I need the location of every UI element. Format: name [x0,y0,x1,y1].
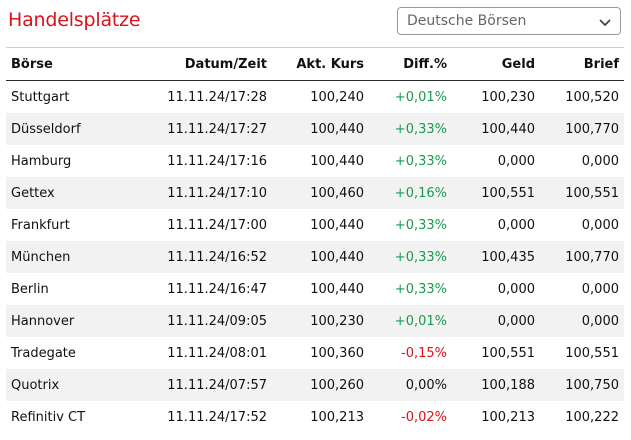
table-row[interactable]: Düsseldorf 11.11.24/17:27 100,440 +0,33% 100… [6,113,624,145]
table-row[interactable]: Hannover 11.11.24/09:05 100,230 +0,01% 0,000… [6,305,624,337]
price-cell: 100,213 [310,409,364,425]
diff-cell: +0,33% [369,241,452,273]
diff-cell: -0,02% [401,409,447,425]
price-cell: 100,440 [272,241,369,273]
datetime-cell: 11.11.24/17:27 [136,113,272,145]
ask-cell: 100,222 [565,409,619,425]
column-header-price[interactable]: Akt. Kurs [272,47,369,81]
bid-cell: 100,188 [452,369,540,401]
bid-cell: 100,435 [452,241,540,273]
table-row[interactable]: Stuttgart 11.11.24/17:28 100,240 +0,01% 100,… [6,81,624,114]
diff-cell: +0,33% [394,153,447,169]
table-row[interactable]: Refinitiv CT 11.11.24/17:52 100,213 -0,02% 1… [6,401,624,433]
table-row[interactable]: Gettex 11.11.24/17:10 100,460 +0,16% 100,551… [6,177,624,209]
diff-cell: +0,01% [369,305,452,337]
exchange-cell: Frankfurt [11,217,70,233]
exchange-cell: Tradegate [11,345,76,361]
diff-cell: +0,01% [394,89,447,105]
column-header-ask[interactable]: Brief [540,47,624,81]
bid-cell: 100,551 [481,345,535,361]
datetime-cell: 11.11.24/08:01 [167,345,267,361]
ask-cell: 100,520 [565,89,619,105]
column-header-exchange[interactable]: Börse [6,47,136,81]
table-row[interactable]: Hamburg 11.11.24/17:16 100,440 +0,33% 0,000 0… [6,145,624,177]
datetime-cell: 11.11.24/17:00 [167,217,267,233]
diff-cell: +0,33% [369,113,452,145]
price-cell: 100,440 [272,113,369,145]
datetime-cell: 11.11.24/17:10 [136,177,272,209]
datetime-cell: 11.11.24/17:16 [167,153,267,169]
ask-cell: 0,000 [540,305,624,337]
exchange-cell: Refinitiv CT [11,409,86,425]
table-header-row: Börse Datum/Zeit Akt. Kurs Diff.% Geld B… [6,47,624,81]
price-cell: 100,440 [310,217,364,233]
bid-cell: 0,000 [497,217,535,233]
bid-cell: 100,440 [452,113,540,145]
bid-cell: 0,000 [497,153,535,169]
exchange-cell: Hannover [6,305,136,337]
bid-cell: 100,551 [452,177,540,209]
ask-cell: 100,750 [540,369,624,401]
table-row[interactable]: München 11.11.24/16:52 100,440 +0,33% 100,43… [6,241,624,273]
datetime-cell: 11.11.24/16:52 [136,241,272,273]
ask-cell: 0,000 [581,153,619,169]
bid-cell: 0,000 [452,305,540,337]
exchange-cell: München [6,241,136,273]
ask-cell: 100,551 [540,177,624,209]
column-header-bid[interactable]: Geld [452,47,540,81]
table-row[interactable]: Tradegate 11.11.24/08:01 100,360 -0,15% 100,… [6,337,624,369]
diff-cell: +0,16% [369,177,452,209]
column-header-diff[interactable]: Diff.% [369,47,452,81]
datetime-cell: 11.11.24/17:52 [167,409,267,425]
datetime-cell: 11.11.24/17:28 [167,89,267,105]
exchange-cell: Berlin [11,281,49,297]
price-cell: 100,260 [272,369,369,401]
datetime-cell: 11.11.24/09:05 [136,305,272,337]
exchange-table: Börse Datum/Zeit Akt. Kurs Diff.% Geld B… [6,47,624,433]
ask-cell: 100,551 [565,345,619,361]
exchange-select[interactable]: Deutsche Börsen [397,7,621,35]
diff-cell: 0,00% [369,369,452,401]
page-title: Handelsplätze [8,9,141,31]
column-header-datetime[interactable]: Datum/Zeit [136,47,272,81]
ask-cell: 100,770 [540,113,624,145]
datetime-cell: 11.11.24/07:57 [136,369,272,401]
bid-cell: 100,230 [481,89,535,105]
chevron-down-icon [599,19,611,26]
diff-cell: +0,33% [394,217,447,233]
exchange-select-value: Deutsche Börsen [407,13,527,29]
datetime-cell: 11.11.24/16:47 [167,281,267,297]
price-cell: 100,440 [310,153,364,169]
price-cell: 100,440 [310,281,364,297]
ask-cell: 0,000 [581,281,619,297]
price-cell: 100,460 [272,177,369,209]
diff-cell: +0,33% [394,281,447,297]
price-cell: 100,230 [272,305,369,337]
exchange-cell: Quotrix [6,369,136,401]
price-cell: 100,240 [310,89,364,105]
price-cell: 100,360 [310,345,364,361]
ask-cell: 100,770 [540,241,624,273]
exchange-cell: Düsseldorf [6,113,136,145]
exchange-cell: Hamburg [11,153,72,169]
bid-cell: 0,000 [497,281,535,297]
bid-cell: 100,213 [481,409,535,425]
diff-cell: -0,15% [401,345,447,361]
table-row[interactable]: Frankfurt 11.11.24/17:00 100,440 +0,33% 0,00… [6,209,624,241]
ask-cell: 0,000 [581,217,619,233]
table-body: Stuttgart 11.11.24/17:28 100,240 +0,01% 100,… [6,81,624,434]
exchange-cell: Stuttgart [11,89,70,105]
table-row[interactable]: Berlin 11.11.24/16:47 100,440 +0,33% 0,000 0,… [6,273,624,305]
table-row[interactable]: Quotrix 11.11.24/07:57 100,260 0,00% 100,188… [6,369,624,401]
exchange-cell: Gettex [6,177,136,209]
